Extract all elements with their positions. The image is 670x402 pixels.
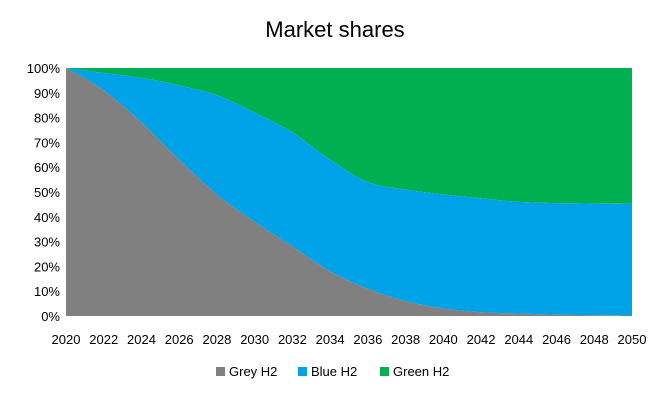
y-tick-label: 80%: [34, 111, 60, 126]
area-series-green-h2: [66, 68, 632, 204]
x-tick-label: 2024: [127, 332, 156, 347]
x-tick-label: 2042: [467, 332, 496, 347]
legend-label: Blue H2: [311, 364, 357, 379]
area-series-blue-h2: [66, 68, 632, 316]
x-tick-label: 2034: [316, 332, 345, 347]
y-tick-label: 40%: [34, 210, 60, 225]
x-tick-label: 2030: [240, 332, 269, 347]
x-tick-label: 2028: [202, 332, 231, 347]
y-tick-label: 60%: [34, 160, 60, 175]
x-tick-label: 2032: [278, 332, 307, 347]
legend-swatch: [380, 367, 389, 376]
area-layers: [66, 68, 632, 316]
y-tick-label: 50%: [34, 185, 60, 200]
legend-swatch: [216, 367, 225, 376]
y-tick-label: 20%: [34, 259, 60, 274]
y-tick-label: 10%: [34, 284, 60, 299]
x-tick-label: 2050: [618, 332, 647, 347]
legend: Grey H2 Blue H2 Green H2: [216, 364, 449, 379]
y-tick-label: 100%: [27, 61, 61, 76]
y-axis-ticks: 0% 10% 20% 30% 40% 50% 60% 70% 80% 90% 100%: [27, 61, 61, 324]
x-tick-label: 2020: [52, 332, 81, 347]
y-tick-label: 30%: [34, 235, 60, 250]
legend-label: Green H2: [393, 364, 449, 379]
y-tick-label: 0%: [41, 309, 60, 324]
y-tick-label: 70%: [34, 135, 60, 150]
y-tick-label: 90%: [34, 86, 60, 101]
x-tick-label: 2044: [504, 332, 533, 347]
legend-label: Grey H2: [229, 364, 277, 379]
x-tick-label: 2026: [165, 332, 194, 347]
legend-swatch: [298, 367, 307, 376]
x-tick-label: 2022: [89, 332, 118, 347]
x-tick-label: 2046: [542, 332, 571, 347]
x-tick-label: 2038: [391, 332, 420, 347]
area-series-grey-h2: [66, 68, 632, 316]
x-tick-label: 2040: [429, 332, 458, 347]
x-tick-label: 2036: [353, 332, 382, 347]
x-axis-ticks: 2020 2022 2024 2026 2028 2030 2032 2034 2036 2038…: [52, 332, 647, 347]
x-tick-label: 2048: [580, 332, 609, 347]
chart-title: Market shares: [265, 17, 404, 42]
